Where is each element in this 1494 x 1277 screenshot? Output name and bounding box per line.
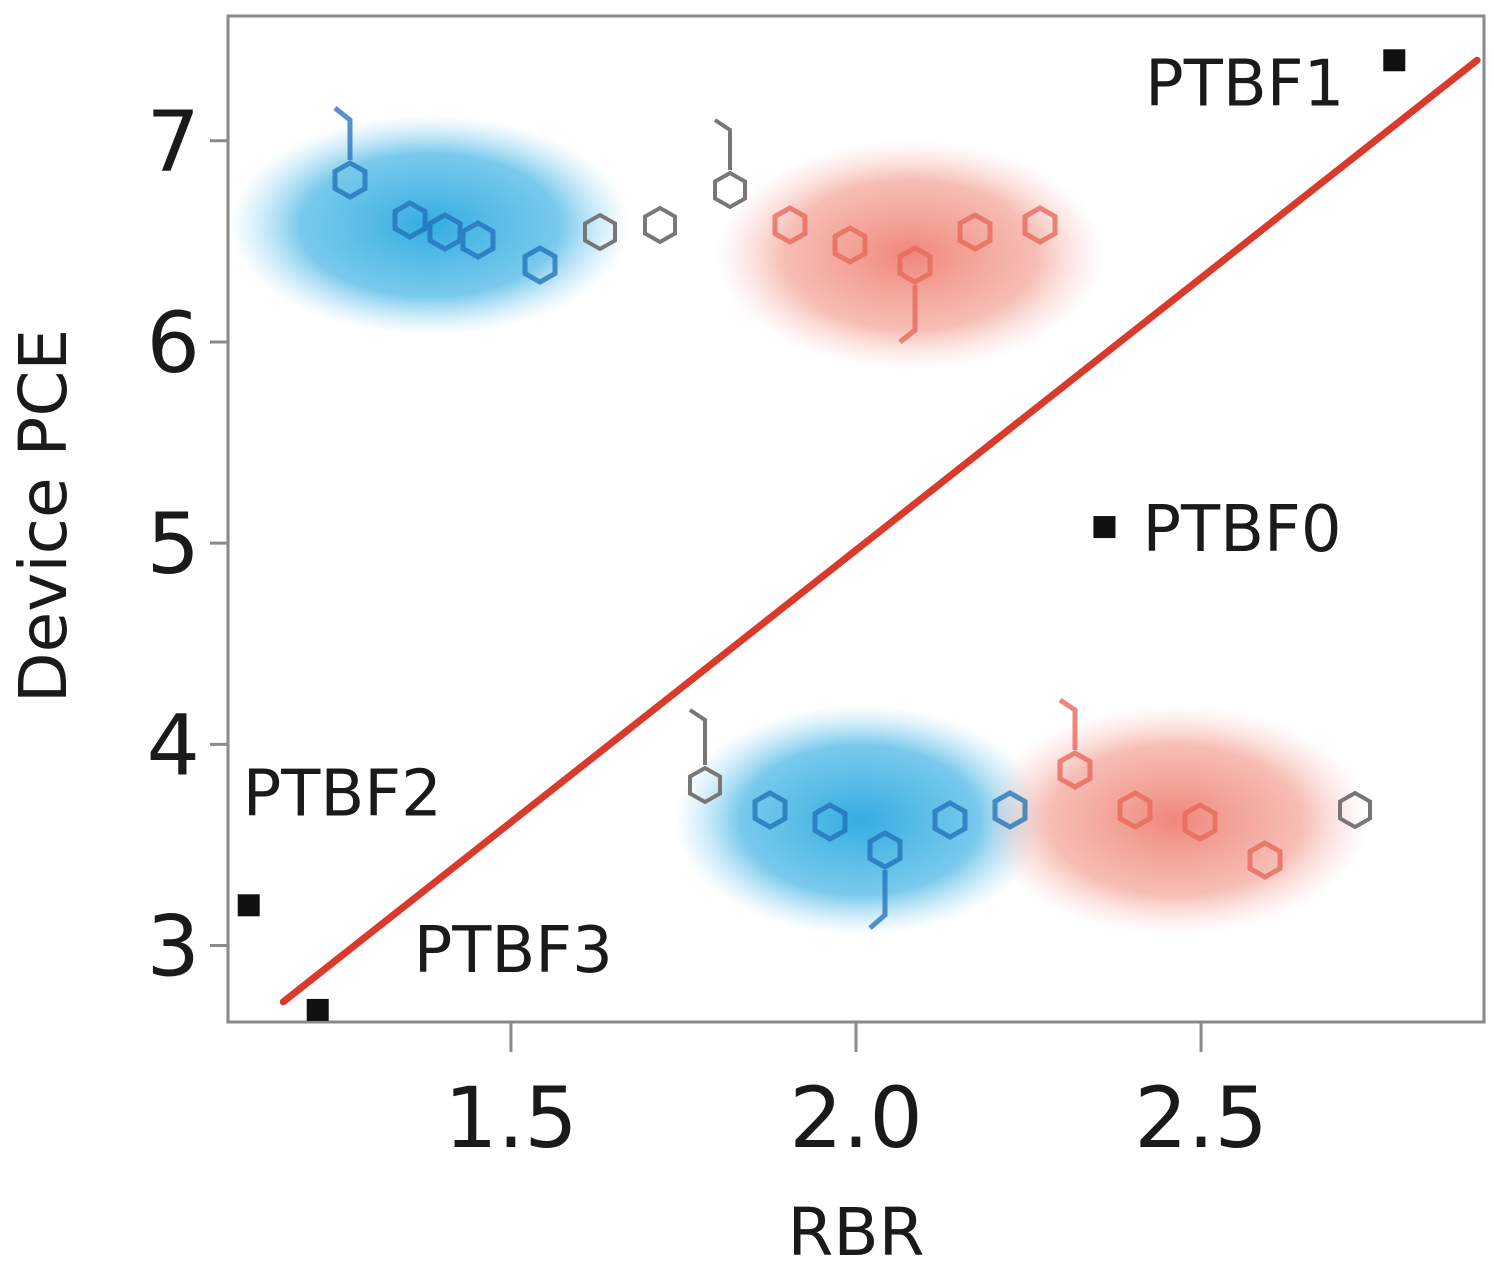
x-tick-label: 1.5 xyxy=(444,1069,578,1167)
x-tick-label: 2.0 xyxy=(789,1069,923,1167)
y-axis-title: Device PCE xyxy=(5,329,82,703)
molecule-illustration-bottom xyxy=(675,697,1372,935)
data-point-ptbf3 xyxy=(306,998,329,1021)
regression-line xyxy=(279,56,1481,1006)
data-point-ptbf2 xyxy=(237,894,260,917)
point-label-ptbf2: PTBF2 xyxy=(243,757,442,831)
y-tick-label: 6 xyxy=(147,294,200,392)
y-tick-label: 3 xyxy=(147,898,200,996)
point-label-ptbf0: PTBF0 xyxy=(1142,493,1341,567)
molecule-illustration-top xyxy=(230,106,1105,370)
x-tick-label: 2.5 xyxy=(1134,1069,1268,1167)
point-label-ptbf3: PTBF3 xyxy=(414,914,613,988)
y-tick-label: 5 xyxy=(147,495,200,593)
point-label-ptbf1: PTBF1 xyxy=(1145,47,1344,121)
y-tick-label: 4 xyxy=(147,696,200,794)
data-point-ptbf0 xyxy=(1093,516,1116,539)
data-point-ptbf1 xyxy=(1383,49,1406,72)
y-tick-label: 7 xyxy=(147,93,200,191)
x-axis-title: RBR xyxy=(788,1194,925,1271)
